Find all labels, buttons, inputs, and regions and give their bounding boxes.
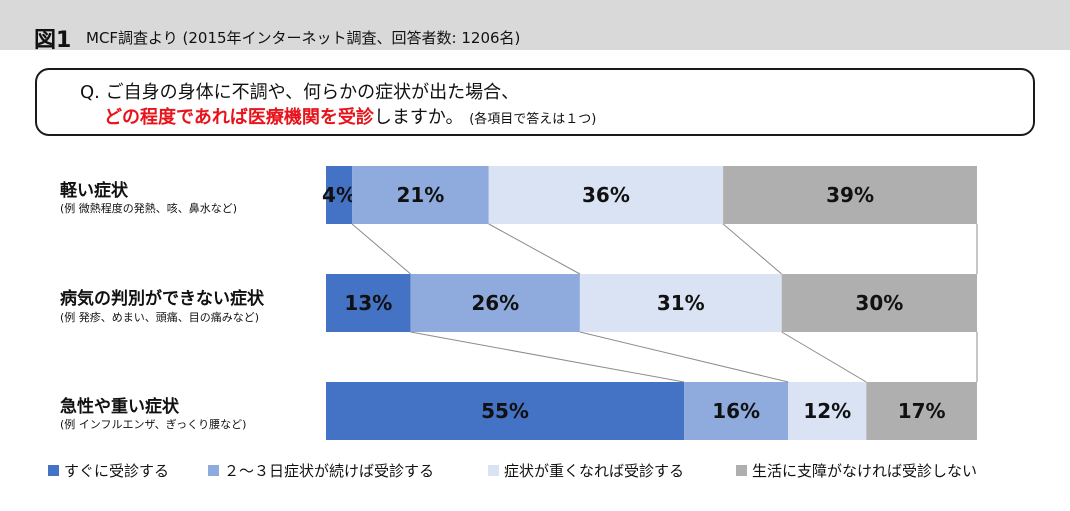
legend-label: すぐに受診する xyxy=(64,462,170,480)
category-sub-acute: (例 インフルエンザ、ぎっくり腰など) xyxy=(60,418,247,431)
connector-line xyxy=(781,331,867,383)
bar-segment-no-visit xyxy=(866,382,977,440)
figure-label: 図1 xyxy=(34,28,72,53)
legend: すぐに受診する ２～３日症状が続けば受診する 症状が重くなれば受診する 生活に支… xyxy=(48,460,1048,482)
connector-line xyxy=(488,223,581,275)
header-bar xyxy=(0,0,1070,50)
data-label: 39% xyxy=(826,183,874,207)
data-label: 30% xyxy=(855,291,903,315)
legend-label: 症状が重くなれば受診する xyxy=(504,462,685,480)
legend-swatch xyxy=(736,465,747,476)
data-label: 31% xyxy=(657,291,705,315)
data-label: 55% xyxy=(481,399,529,423)
category-label-mild: 軽い症状 xyxy=(60,181,128,201)
bar-segment-if-worse xyxy=(579,274,782,332)
bar-segment-immediate xyxy=(326,274,411,332)
legend-swatch xyxy=(48,465,59,476)
bar-segment-after-days xyxy=(352,166,489,224)
question-box xyxy=(35,68,1035,136)
data-label: 36% xyxy=(582,183,630,207)
legend-swatch xyxy=(488,465,499,476)
question-rest: しますか。 xyxy=(373,107,464,128)
data-label: 13% xyxy=(344,291,392,315)
data-label: 16% xyxy=(712,399,760,423)
connector-line xyxy=(579,331,789,383)
connector-line xyxy=(722,223,783,275)
bar-segment-immediate xyxy=(326,382,685,440)
category-label-acute: 急性や重い症状 xyxy=(60,397,179,417)
legend-label: ２～３日症状が続けば受診する xyxy=(224,462,435,480)
bar-segment-after-days xyxy=(684,382,789,440)
legend-item-if-worse: 症状が重くなれば受診する xyxy=(488,460,684,481)
legend-item-after-days: ２～３日症状が続けば受診する xyxy=(208,460,434,481)
question-line2: どの程度であれば医療機関を受診しますか。 (各項目で答えは１つ) xyxy=(104,103,596,129)
category-label-unclear: 病気の判別ができない症状 xyxy=(60,289,264,309)
category-sub-mild: (例 微熱程度の発熱、咳、鼻水など) xyxy=(60,202,238,215)
bar-segment-if-worse xyxy=(488,166,724,224)
bar-segment-if-worse xyxy=(788,382,867,440)
legend-swatch xyxy=(208,465,219,476)
category-sub-unclear: (例 発疹、めまい、頭痛、目の痛みなど) xyxy=(60,311,260,324)
bar-segment-no-visit xyxy=(781,274,977,332)
bar-segment-immediate xyxy=(326,166,353,224)
data-label: 17% xyxy=(898,399,946,423)
legend-label: 生活に支障がなければ受診しない xyxy=(752,462,978,480)
question-line1: Q. ご自身の身体に不調や、何らかの症状が出た場合、 xyxy=(80,82,520,103)
figure-caption: MCF調査より (2015年インターネット調査、回答者数: 1206名) xyxy=(86,29,521,47)
data-label: 21% xyxy=(396,183,444,207)
connector-line xyxy=(410,331,685,383)
bar-segment-after-days xyxy=(410,274,580,332)
legend-item-no-visit: 生活に支障がなければ受診しない xyxy=(736,460,977,481)
data-label: 26% xyxy=(471,291,519,315)
data-label: 12% xyxy=(803,399,851,423)
question-emphasis: どの程度であれば医療機関を受診 xyxy=(104,107,374,128)
bar-segment-no-visit xyxy=(723,166,977,224)
data-label: 4% xyxy=(322,183,356,207)
question-note: (各項目で答えは１つ) xyxy=(469,112,597,127)
connector-line xyxy=(351,223,411,275)
legend-item-immediate: すぐに受診する xyxy=(48,460,169,481)
